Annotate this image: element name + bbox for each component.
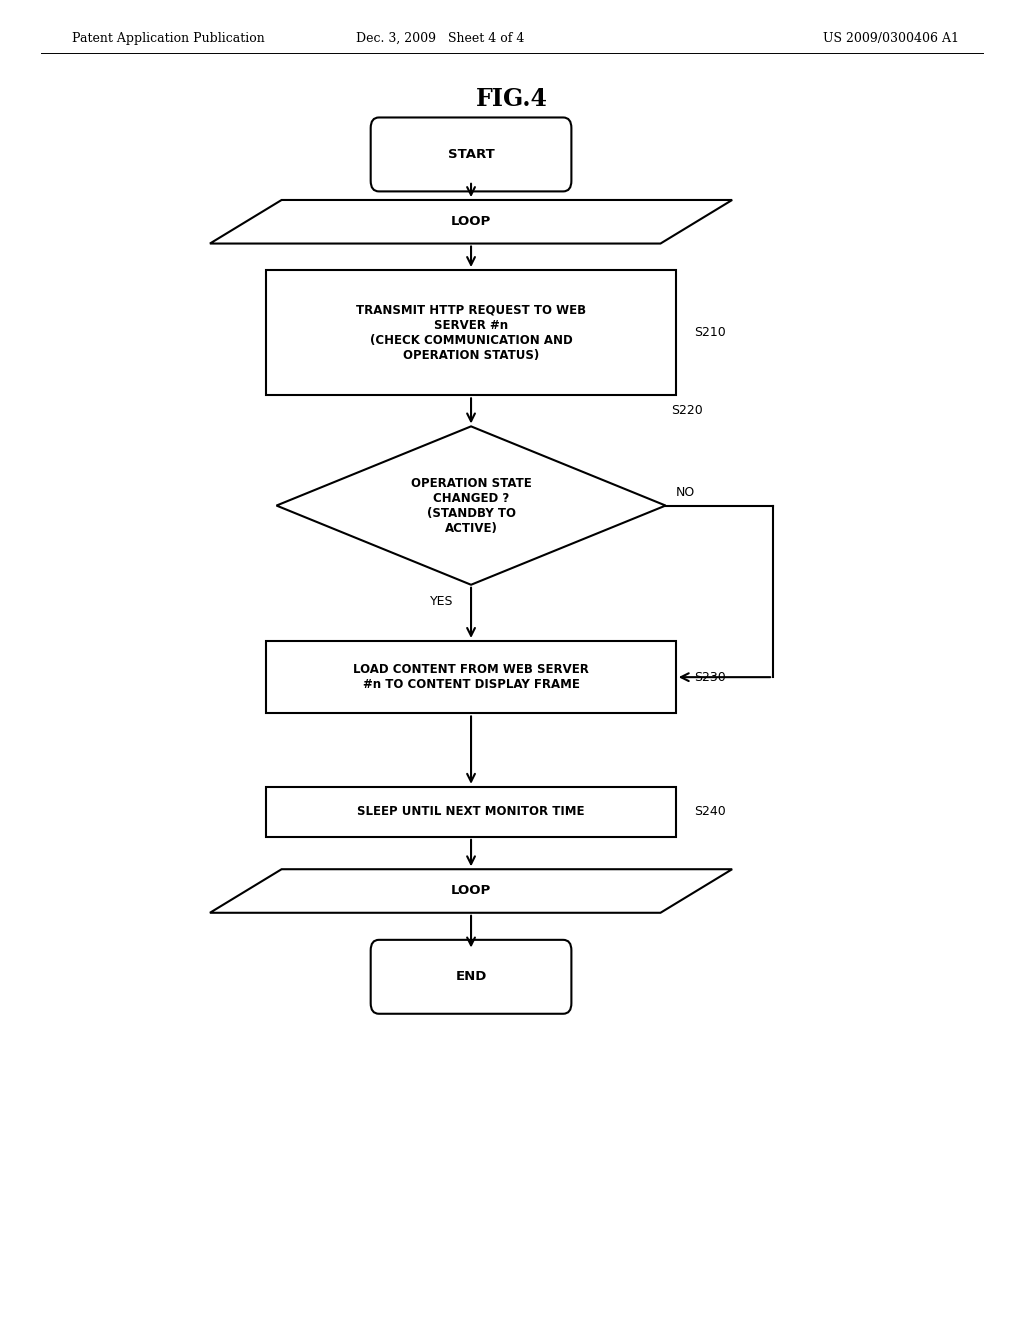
- Text: Patent Application Publication: Patent Application Publication: [72, 32, 264, 45]
- Text: LOAD CONTENT FROM WEB SERVER
#n TO CONTENT DISPLAY FRAME: LOAD CONTENT FROM WEB SERVER #n TO CONTE…: [353, 663, 589, 692]
- Text: YES: YES: [430, 595, 454, 609]
- Text: NO: NO: [676, 486, 695, 499]
- Text: Dec. 3, 2009   Sheet 4 of 4: Dec. 3, 2009 Sheet 4 of 4: [356, 32, 524, 45]
- Polygon shape: [276, 426, 666, 585]
- Text: OPERATION STATE
CHANGED ?
(STANDBY TO
ACTIVE): OPERATION STATE CHANGED ? (STANDBY TO AC…: [411, 477, 531, 535]
- Bar: [266, 271, 676, 396]
- Text: S210: S210: [694, 326, 726, 339]
- Text: US 2009/0300406 A1: US 2009/0300406 A1: [823, 32, 958, 45]
- Text: S220: S220: [671, 404, 702, 417]
- Text: FIG.4: FIG.4: [476, 87, 548, 111]
- FancyBboxPatch shape: [371, 117, 571, 191]
- Text: LOOP: LOOP: [451, 215, 492, 228]
- Polygon shape: [210, 869, 732, 913]
- Text: S230: S230: [694, 671, 726, 684]
- Bar: [266, 642, 676, 713]
- Bar: [266, 787, 676, 837]
- FancyBboxPatch shape: [371, 940, 571, 1014]
- Polygon shape: [210, 199, 732, 243]
- Text: TRANSMIT HTTP REQUEST TO WEB
SERVER #n
(CHECK COMMUNICATION AND
OPERATION STATUS: TRANSMIT HTTP REQUEST TO WEB SERVER #n (…: [356, 304, 586, 362]
- Text: START: START: [447, 148, 495, 161]
- Text: LOOP: LOOP: [451, 884, 492, 898]
- Text: SLEEP UNTIL NEXT MONITOR TIME: SLEEP UNTIL NEXT MONITOR TIME: [357, 805, 585, 818]
- Text: END: END: [456, 970, 486, 983]
- Text: S240: S240: [694, 805, 726, 818]
